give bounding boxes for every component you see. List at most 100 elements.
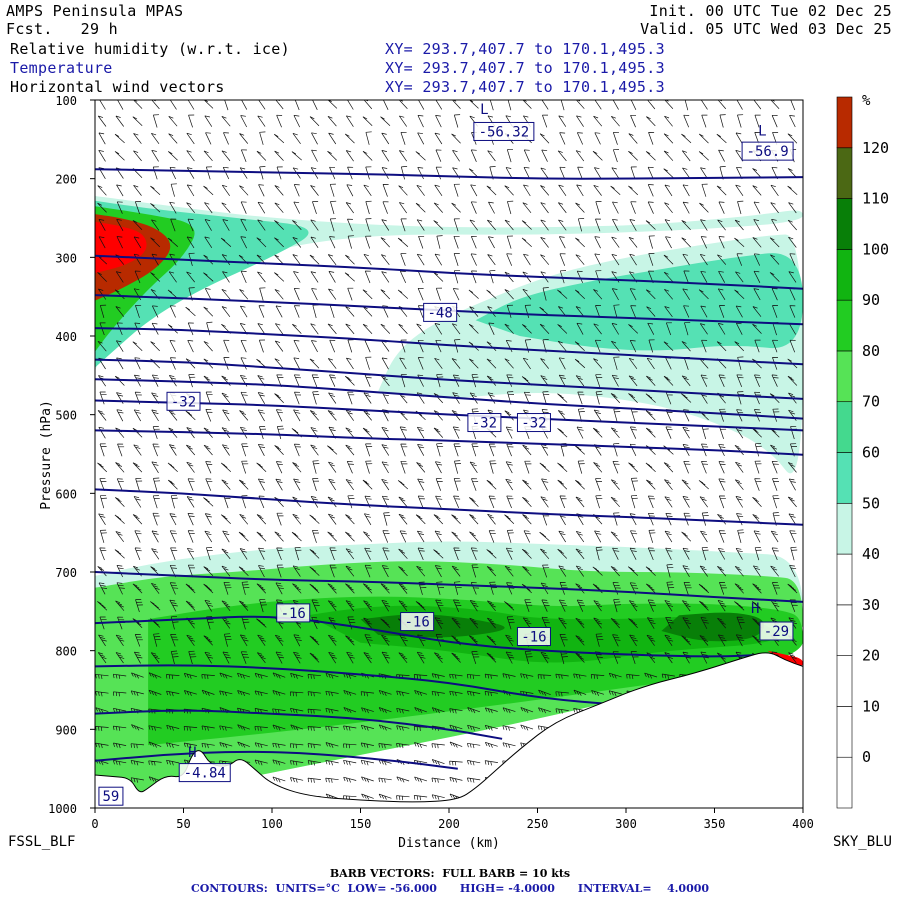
wind-barb <box>487 306 496 317</box>
wind-barb <box>770 565 779 577</box>
wind-barb <box>151 548 160 560</box>
wind-barb <box>470 236 477 249</box>
wind-barb <box>433 427 444 438</box>
wind-barb <box>344 133 355 144</box>
wind-barb <box>735 547 743 560</box>
wind-barb <box>467 777 481 783</box>
wind-barb <box>484 673 498 679</box>
wind-barb <box>133 236 142 249</box>
wind-barb <box>506 582 515 595</box>
wind-barb <box>400 460 408 474</box>
wind-barb <box>699 600 709 611</box>
wind-barb <box>272 672 286 679</box>
wind-barb <box>645 462 656 472</box>
wind-barb <box>98 149 106 162</box>
wind-barb <box>612 461 620 474</box>
wind-barb <box>257 478 265 491</box>
wind-barb <box>112 725 127 731</box>
wind-barb <box>378 777 392 783</box>
contours-note: CONTOURS: UNITS=°C LOW= -56.000 HIGH= -4… <box>190 882 710 895</box>
wind-barb <box>293 357 301 370</box>
x-tick-label: 250 <box>527 817 549 831</box>
wind-barb <box>398 583 408 594</box>
wind-barb <box>203 100 214 109</box>
wind-barb <box>130 777 144 783</box>
wind-barb <box>343 776 357 783</box>
wind-barb <box>95 691 109 697</box>
wind-barb <box>788 513 797 525</box>
colorbar-label: 110 <box>862 190 889 208</box>
wind-barb <box>488 201 495 214</box>
wind-barb <box>505 478 513 491</box>
wind-barb <box>613 304 620 318</box>
colorbar-swatch <box>836 96 853 149</box>
wind-barb <box>629 600 638 612</box>
wind-barb <box>219 760 233 766</box>
wind-barb <box>453 547 461 561</box>
wind-barb <box>327 150 338 161</box>
wind-barb <box>239 513 249 525</box>
wind-barb <box>449 673 463 679</box>
wind-barb <box>611 374 619 387</box>
wind-barb <box>610 496 620 508</box>
wind-barb <box>736 374 744 388</box>
wind-barb <box>381 426 390 439</box>
wind-barb <box>524 304 531 318</box>
wind-barb <box>167 237 179 247</box>
extrema-marker: H <box>751 601 759 617</box>
wind-barb <box>645 583 656 594</box>
wind-barb <box>293 374 301 387</box>
wind-barb <box>169 340 177 353</box>
wind-barb <box>115 531 124 543</box>
wind-barb <box>647 184 654 197</box>
wind-barb <box>486 289 497 299</box>
wind-barb <box>418 581 427 595</box>
wind-barb <box>594 339 601 353</box>
wind-barb <box>362 150 373 161</box>
wind-barb <box>435 339 442 353</box>
wind-barb <box>666 581 675 595</box>
wind-barb <box>416 651 426 664</box>
wind-barb <box>116 409 124 422</box>
wind-barb <box>203 635 213 646</box>
wind-barb <box>274 254 284 265</box>
wind-barb <box>133 444 142 456</box>
wind-barb <box>434 323 443 335</box>
wind-barb <box>718 201 725 214</box>
wind-barb <box>610 393 621 404</box>
wind-barb <box>95 707 109 714</box>
temperature-contour <box>95 358 803 400</box>
wind-barb <box>470 582 480 595</box>
wind-barb <box>575 652 585 663</box>
temperature-contour <box>95 327 803 366</box>
wind-barb <box>506 304 514 318</box>
wind-barb <box>608 672 622 679</box>
wind-barb <box>577 391 585 405</box>
wind-barb <box>292 236 302 248</box>
wind-barb <box>151 530 159 543</box>
wind-barb <box>434 357 443 369</box>
wind-barb <box>416 323 426 335</box>
wind-barb <box>257 409 265 422</box>
wind-barb <box>275 323 284 335</box>
wind-barb <box>151 219 160 231</box>
wind-barb <box>648 339 655 353</box>
extrema-marker: L <box>758 123 766 139</box>
wind-barb <box>645 427 656 438</box>
colorbar: 0 10 20 30 40 50 60 70 80 90 100 110 120% <box>836 93 889 809</box>
wind-barb <box>752 237 762 248</box>
wind-barb <box>646 479 656 490</box>
wind-barb <box>204 219 212 231</box>
wind-barb <box>683 114 690 128</box>
wind-barb <box>413 795 428 801</box>
wind-barb <box>522 479 532 490</box>
wind-barb <box>274 531 284 542</box>
wind-barb <box>239 185 249 196</box>
wind-barb <box>593 462 603 473</box>
wind-barb <box>221 548 231 560</box>
wind-barb <box>309 358 320 369</box>
wind-barb <box>699 496 708 508</box>
wind-barb <box>629 634 638 647</box>
wind-barb <box>504 271 514 283</box>
wind-barb <box>717 513 727 525</box>
